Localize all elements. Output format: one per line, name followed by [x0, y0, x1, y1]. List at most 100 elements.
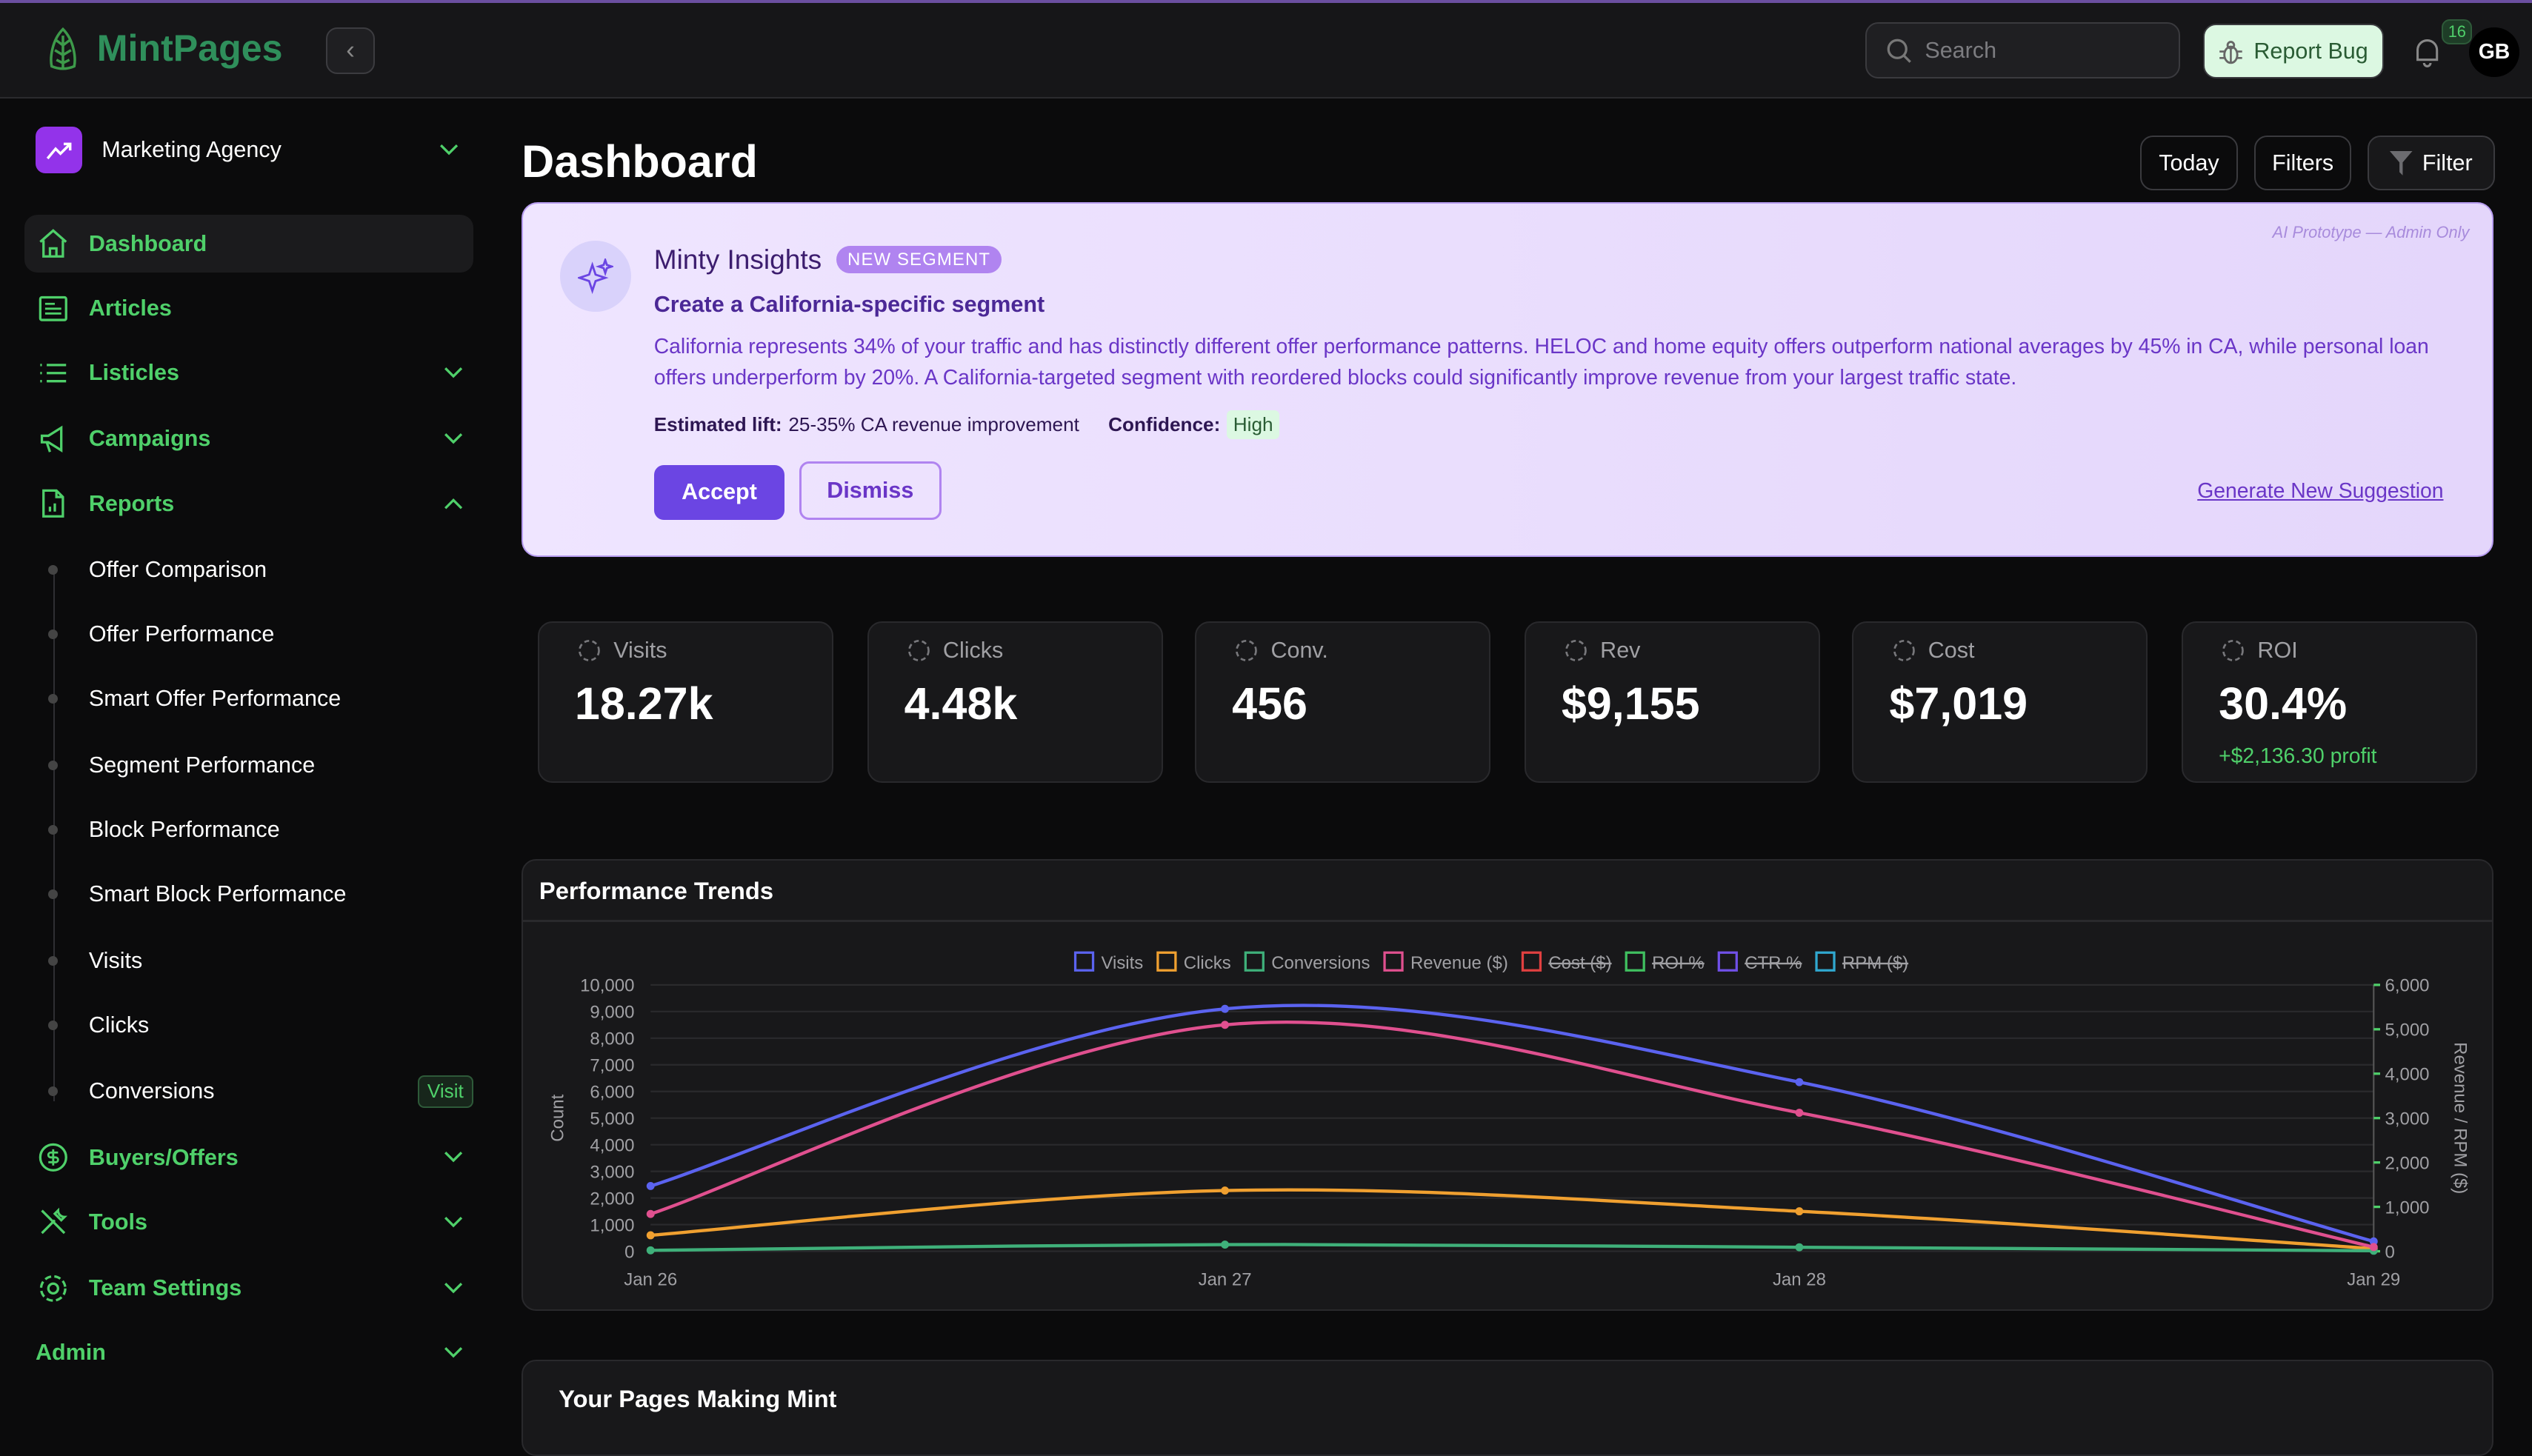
y-tick-label: 1,000: [590, 1215, 635, 1235]
gear-icon: [39, 1275, 67, 1302]
legend-label: ROI %: [1652, 953, 1705, 973]
data-point: [1221, 1021, 1230, 1029]
sidebar-subitem-segment-performance[interactable]: Segment Performance: [48, 746, 473, 784]
sidebar-subitem-conversions[interactable]: Conversions Visit: [48, 1072, 473, 1111]
legend-label: Conversions: [1271, 953, 1370, 973]
data-point: [2369, 1237, 2378, 1246]
sidebar-item-label: Buyers/Offers: [88, 1144, 239, 1170]
sidebar-item-admin[interactable]: Admin: [24, 1324, 473, 1382]
accept-button[interactable]: Accept: [653, 464, 785, 520]
kpi-value: 456: [1232, 678, 1307, 729]
subitem-label: Offer Comparison: [88, 557, 267, 583]
new-segment-badge: NEW SEGMENT: [836, 246, 1002, 273]
sparkles-icon: [560, 240, 632, 312]
chevron-down-icon: [444, 433, 463, 444]
filters-button[interactable]: Filters: [2254, 136, 2352, 191]
legend-swatch: [1717, 951, 1739, 972]
pages-title: Your Pages Making Mint: [559, 1385, 837, 1413]
y-axis-label: Count: [548, 1094, 568, 1141]
today-button[interactable]: Today: [2139, 136, 2239, 191]
sidebar-item-campaigns[interactable]: Campaigns: [24, 410, 473, 468]
report-icon: [42, 490, 64, 518]
kpi-value: 4.48k: [904, 678, 1018, 729]
bullet-dot: [48, 955, 59, 966]
confidence-label: Confidence:: [1108, 413, 1221, 435]
collapse-sidebar-button[interactable]: ‹: [326, 27, 375, 74]
trending-up-icon: [2222, 640, 2245, 661]
series-line-clicks: [650, 1188, 2374, 1250]
x-tick-label: Jan 27: [1199, 1269, 1252, 1289]
sidebar-subitem-offer-performance[interactable]: Offer Performance: [48, 615, 473, 654]
bullet-dot: [48, 1020, 59, 1030]
series-line-visits: [650, 1003, 2374, 1243]
data-point: [2369, 1243, 2378, 1252]
legend-swatch: [1156, 951, 1177, 972]
sidebar-subitem-smart-block-performance[interactable]: Smart Block Performance: [48, 875, 473, 914]
sidebar: Marketing Agency Dashboard Articles Listic…: [0, 100, 493, 1428]
sidebar-item-reports[interactable]: Reports: [24, 475, 473, 532]
performance-chart: 0 1,000 2,000 3,000 4,000 5,000 6,000 7,000 8,00…: [548, 951, 2470, 1289]
legend-label: RPM ($): [1842, 953, 1908, 973]
bullet-dot: [48, 694, 59, 704]
kpi-value: $9,155: [1561, 678, 1700, 729]
data-point: [1795, 1078, 1804, 1086]
trending-up-icon: [35, 127, 83, 174]
sidebar-item-dashboard[interactable]: Dashboard: [24, 214, 473, 273]
y-right-tick-label: 6,000: [2385, 975, 2430, 995]
legend-label: CTR %: [1745, 953, 1802, 973]
chevron-down-icon: [444, 367, 463, 378]
bell-icon[interactable]: [2413, 36, 2442, 68]
chevron-down-icon: [444, 1216, 463, 1227]
sidebar-subitem-clicks[interactable]: Clicks: [48, 1006, 473, 1044]
bullet-dot: [48, 824, 59, 835]
y-right-tick-label: 2,000: [2385, 1153, 2430, 1173]
y-tick-label: 10,000: [580, 975, 634, 995]
legend-swatch: [1625, 951, 1645, 972]
org-name: Marketing Agency: [101, 137, 281, 163]
sidebar-item-label: Campaigns: [88, 426, 211, 452]
dismiss-button[interactable]: Dismiss: [799, 461, 942, 520]
legend-swatch: [1074, 951, 1095, 972]
bullet-dot: [48, 760, 59, 770]
y-tick-label: 5,000: [590, 1109, 635, 1129]
legend-swatch: [1383, 951, 1404, 972]
sidebar-subitem-block-performance[interactable]: Block Performance: [48, 810, 473, 849]
sidebar-subitem-smart-offer-performance[interactable]: Smart Offer Performance: [48, 680, 473, 718]
sidebar-item-listicles[interactable]: Listicles: [24, 344, 473, 401]
sidebar-item-tools[interactable]: Tools: [24, 1193, 473, 1251]
subitem-label: Visits: [88, 947, 143, 973]
top-bar: MintPages ‹ Search Report Bug 16 GB: [0, 0, 2532, 98]
sidebar-item-team-settings[interactable]: Team Settings: [24, 1259, 473, 1317]
sidebar-item-label: Dashboard: [88, 230, 207, 256]
avatar[interactable]: GB: [2469, 27, 2519, 78]
series-line-conversions: [650, 1243, 2374, 1252]
bullet-dot: [48, 1086, 59, 1097]
kpi-label: Visits: [613, 637, 667, 663]
kpi-label: Conv.: [1270, 637, 1328, 663]
sidebar-item-label: Tools: [88, 1209, 147, 1235]
report-bug-button[interactable]: Report Bug: [2202, 24, 2384, 79]
visit-badge[interactable]: Visit: [417, 1075, 473, 1108]
subitem-label: Clicks: [88, 1012, 150, 1038]
data-point: [1795, 1108, 1804, 1117]
notification-count: 16: [2442, 19, 2473, 45]
sidebar-item-buyers-offers[interactable]: Buyers/Offers: [24, 1129, 473, 1186]
kpi-card-clicks: Clicks 4.48k: [867, 621, 1163, 784]
divider: [523, 920, 2492, 922]
kpi-card-visits: Visits 18.27k: [537, 621, 833, 784]
sidebar-subitem-offer-comparison[interactable]: Offer Comparison: [48, 550, 473, 589]
org-switcher[interactable]: Marketing Agency: [35, 126, 459, 174]
filter-button[interactable]: Filter: [2367, 136, 2496, 191]
generate-suggestion-link[interactable]: Generate New Suggestion: [2197, 479, 2444, 504]
y-right-tick-label: 4,000: [2385, 1064, 2430, 1084]
sidebar-subitem-visits[interactable]: Visits: [48, 941, 473, 980]
chevron-down-icon: [444, 1282, 463, 1294]
y-tick-label: 4,000: [590, 1135, 635, 1155]
page-title: Dashboard: [522, 136, 758, 187]
logo[interactable]: MintPages: [45, 26, 282, 71]
data-point: [1221, 1240, 1230, 1249]
search-input[interactable]: Search: [1865, 22, 2180, 79]
kpi-label: Rev: [1600, 637, 1641, 663]
sidebar-item-articles[interactable]: Articles: [24, 279, 473, 337]
subitem-label: Smart Offer Performance: [88, 686, 342, 712]
